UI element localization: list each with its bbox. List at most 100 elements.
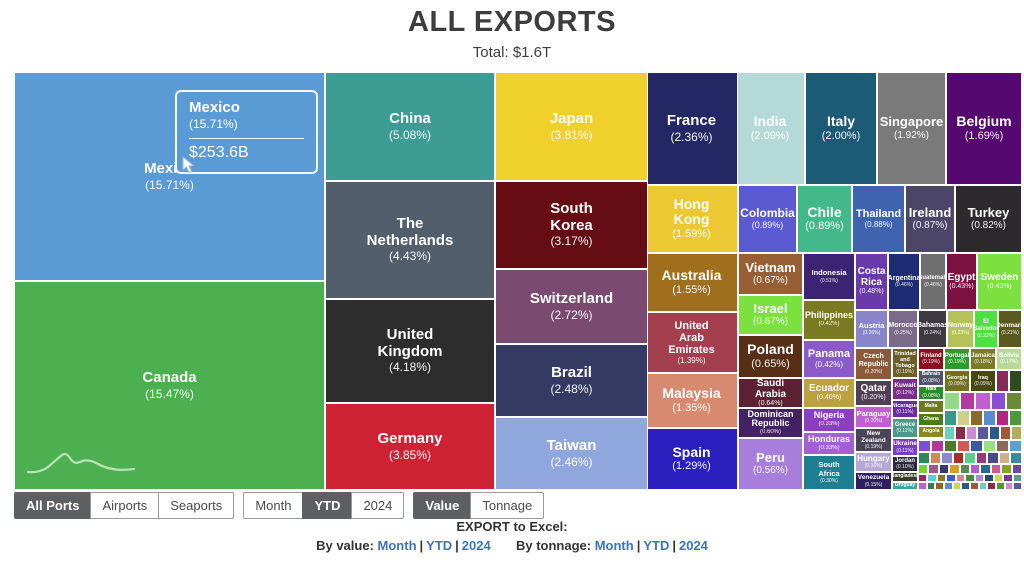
treemap-block-turkey[interactable]: Turkey (0.82%)	[955, 185, 1022, 253]
treemap-micro-tile[interactable]	[1013, 482, 1022, 490]
treemap-micro-tile[interactable]	[1011, 464, 1022, 474]
treemap-micro-tile[interactable]	[999, 426, 1011, 440]
year-2024-button[interactable]: 2024	[351, 492, 405, 519]
treemap-micro-tile[interactable]	[1009, 440, 1022, 452]
treemap-block-norway[interactable]: Norway (0.23%)	[947, 310, 974, 348]
treemap-micro-tile[interactable]	[952, 452, 965, 464]
treemap-block-japan[interactable]: Japan (3.81%)	[495, 72, 648, 181]
treemap-micro-tile[interactable]	[1006, 392, 1022, 410]
treemap-block-bolivia[interactable]: Bolivia (0.17%)	[996, 348, 1022, 370]
treemap-block-trinidad-and-tobago[interactable]: Trinidad and Tobago (0.19%)	[892, 348, 918, 378]
treemap-micro-tile[interactable]	[984, 474, 994, 482]
by-tonnage-2024-link[interactable]: 2024	[678, 538, 708, 553]
treemap-micro-tile[interactable]	[918, 452, 930, 464]
treemap-block-united-arab-emirates[interactable]: United Arab Emirates (1.39%)	[645, 312, 738, 373]
treemap-micro-tile[interactable]	[944, 482, 953, 490]
treemap-micro-tile[interactable]	[990, 392, 1007, 410]
treemap-block-vietnam[interactable]: Vietnam (0.67%)	[738, 253, 803, 295]
treemap-micro-tile[interactable]	[983, 440, 996, 452]
treemap-block-south-korea[interactable]: South Korea (3.17%)	[495, 181, 648, 269]
treemap-micro-tile[interactable]	[978, 482, 988, 490]
treemap-micro-tile[interactable]	[1010, 452, 1022, 464]
treemap-block-kuwait[interactable]: Kuwait (0.12%)	[892, 378, 918, 400]
treemap-block-united-kingdom[interactable]: United Kingdom (4.18%)	[325, 299, 495, 403]
treemap-micro-tile[interactable]	[959, 392, 976, 410]
treemap-block-qatar[interactable]: Qatar (0.20%)	[855, 380, 892, 406]
treemap-micro-tile[interactable]	[941, 452, 953, 464]
treemap-micro-tile[interactable]	[944, 410, 957, 426]
treemap-block-indonesia[interactable]: Indonesia (0.51%)	[803, 253, 855, 300]
treemap-block-china[interactable]: China (5.08%)	[325, 72, 495, 181]
treemap-block-paraguay[interactable]: Paraguay (0.20%)	[855, 406, 892, 428]
treemap-micro-tile[interactable]	[1004, 482, 1014, 490]
ytd-button[interactable]: YTD	[302, 492, 353, 519]
treemap-block-el-salvador[interactable]: El Salvador (0.22%)	[974, 310, 998, 348]
treemap-block-angola[interactable]: Angola	[918, 426, 944, 438]
treemap-micro-tile[interactable]	[1009, 370, 1022, 392]
treemap-micro-tile[interactable]	[931, 440, 944, 452]
treemap-block-hong-kong[interactable]: Hong Kong (1.59%)	[645, 185, 738, 253]
treemap-block-brazil[interactable]: Brazil (2.48%)	[495, 344, 648, 417]
treemap-block-ghana[interactable]: Ghana	[918, 413, 944, 426]
treemap-micro-tile[interactable]	[970, 440, 983, 452]
treemap-micro-tile[interactable]	[957, 440, 970, 452]
treemap-micro-tile[interactable]	[970, 410, 983, 426]
treemap-block-uruguay[interactable]: Uruguay	[892, 482, 918, 490]
treemap-micro-tile[interactable]	[936, 474, 947, 482]
treemap-block-peru[interactable]: Peru (0.56%)	[738, 438, 803, 490]
treemap-block-hungary[interactable]: Hungary (0.16%)	[855, 452, 892, 472]
treemap-block-bangladesh[interactable]: Bangladesh	[892, 472, 918, 482]
treemap-block-guatemala[interactable]: Guatemala(0.46%)	[920, 253, 946, 310]
treemap-micro-tile[interactable]	[975, 452, 988, 464]
treemap-block-panama[interactable]: Panama (0.42%)	[803, 340, 855, 378]
treemap-micro-tile[interactable]	[996, 482, 1005, 490]
treemap-micro-tile[interactable]	[918, 440, 931, 452]
treemap-micro-tile[interactable]	[944, 426, 956, 440]
value-button[interactable]: Value	[413, 492, 472, 519]
treemap-micro-tile[interactable]	[961, 482, 970, 490]
treemap-block-jordan[interactable]: Jordan (0.10%)	[892, 456, 918, 472]
by-value-2024-link[interactable]: 2024	[461, 538, 491, 553]
treemap-micro-tile[interactable]	[996, 410, 1009, 426]
treemap-block-thailand[interactable]: Thailand (0.88%)	[852, 185, 905, 253]
treemap-micro-tile[interactable]	[959, 464, 970, 474]
treemap-block-new-zealand[interactable]: New Zealand (0.19%)	[855, 428, 892, 452]
treemap-block-georgia[interactable]: Georgia (0.09%)	[944, 370, 970, 392]
treemap-block-india[interactable]: India (2.09%)	[735, 72, 805, 185]
all-ports-button[interactable]: All Ports	[14, 492, 92, 519]
treemap-micro-tile[interactable]	[918, 474, 928, 482]
treemap-micro-tile[interactable]	[944, 440, 957, 452]
treemap-block-greece[interactable]: Greece (0.11%)	[892, 418, 918, 438]
treemap-block-france[interactable]: France (2.36%)	[645, 72, 738, 185]
treemap-micro-tile[interactable]	[955, 474, 966, 482]
treemap-micro-tile[interactable]	[966, 426, 978, 440]
treemap-block-colombia[interactable]: Colombia (0.89%)	[738, 185, 797, 253]
treemap-micro-tile[interactable]	[977, 426, 989, 440]
treemap-block-nicaragua[interactable]: Nicaragua (0.11%)	[892, 400, 918, 418]
treemap-micro-tile[interactable]	[946, 474, 956, 482]
treemap-block-czech-republic[interactable]: Czech Republic (0.20%)	[855, 348, 892, 380]
treemap-block-switzerland[interactable]: Switzerland (2.72%)	[495, 269, 648, 344]
by-value-month-link[interactable]: Month	[377, 538, 417, 553]
treemap-block-philippines[interactable]: Philippines (0.42%)	[803, 300, 855, 340]
treemap-micro-tile[interactable]	[952, 482, 962, 490]
treemap-block-bahamas[interactable]: Bahamas (0.24%)	[918, 310, 947, 348]
treemap-block-dominican-republic[interactable]: Dominican Republic (0.60%)	[738, 408, 803, 438]
treemap-block-venezuela[interactable]: Venezuela (0.15%)	[855, 472, 892, 490]
treemap-block-costa-rica[interactable]: Costa Rica (0.48%)	[855, 253, 888, 310]
treemap-block-germany[interactable]: Germany (3.85%)	[325, 403, 495, 490]
treemap-micro-tile[interactable]	[957, 410, 970, 426]
treemap-block-chile[interactable]: Chile (0.89%)	[797, 185, 852, 253]
treemap-micro-tile[interactable]	[1010, 426, 1022, 440]
treemap-block-south-africa[interactable]: South Africa (0.30%)	[803, 455, 855, 490]
treemap-micro-tile[interactable]	[926, 482, 936, 490]
treemap-block-morocco[interactable]: Morocco (0.25%)	[888, 310, 918, 348]
treemap-block-ireland[interactable]: Ireland (0.87%)	[905, 185, 955, 253]
treemap-block-ecuador[interactable]: Ecuador (0.40%)	[803, 378, 855, 408]
treemap-block-the-netherlands[interactable]: The Netherlands (4.43%)	[325, 181, 495, 299]
treemap-block-austria[interactable]: Austria (0.26%)	[855, 310, 888, 348]
treemap-block-honduras[interactable]: Honduras (0.33%)	[803, 432, 855, 455]
treemap-block-sweden[interactable]: Sweden (0.43%)	[977, 253, 1022, 310]
treemap-micro-tile[interactable]	[1003, 474, 1013, 482]
treemap-micro-tile[interactable]	[938, 464, 950, 474]
